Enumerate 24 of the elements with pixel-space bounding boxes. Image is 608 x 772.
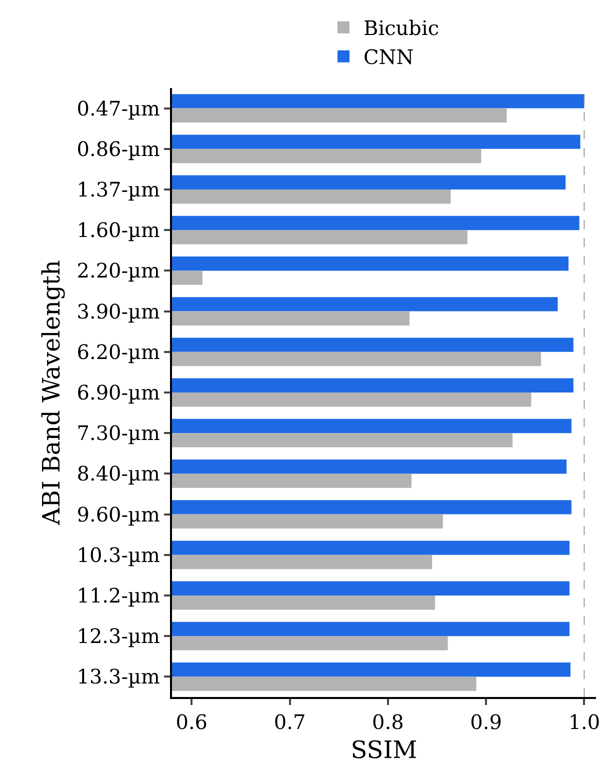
y-tick-label: 8.40-µm — [76, 462, 160, 486]
y-tick-label: 13.3-µm — [76, 664, 160, 689]
y-tick-label: 11.2-µm — [76, 584, 160, 608]
y-tick-label: 7.30-µm — [76, 421, 160, 446]
y-tick-label: 2.20-µm — [76, 258, 160, 283]
legend-label: Bicubic — [364, 16, 440, 40]
x-tick-label: 0.9 — [470, 710, 502, 734]
y-tick-label: 3.90-µm — [76, 299, 160, 324]
x-tick-label: 0.8 — [372, 710, 404, 734]
y-tick-label: 6.20-µm — [76, 340, 160, 364]
x-axis-title: SSIM — [350, 736, 418, 764]
y-axis-title: ABI Band Wavelength — [37, 260, 66, 526]
y-tick-label: 0.86-µm — [76, 136, 160, 161]
y-tick-label: 9.60-µm — [76, 502, 160, 526]
y-tick-label: 10.3-µm — [76, 542, 160, 567]
x-tick-label: 1.0 — [568, 710, 600, 734]
y-tick-label: 1.60-µm — [76, 218, 160, 242]
y-tick-label: 0.47-µm — [76, 96, 160, 120]
y-tick-label: 12.3-µm — [76, 624, 160, 648]
x-tick-label: 0.6 — [176, 710, 208, 734]
y-tick-label: 6.90-µm — [76, 380, 160, 404]
x-tick-label: 0.7 — [274, 710, 306, 734]
y-tick-label: 1.37-µm — [76, 178, 160, 202]
legend-label: CNN — [364, 45, 414, 70]
